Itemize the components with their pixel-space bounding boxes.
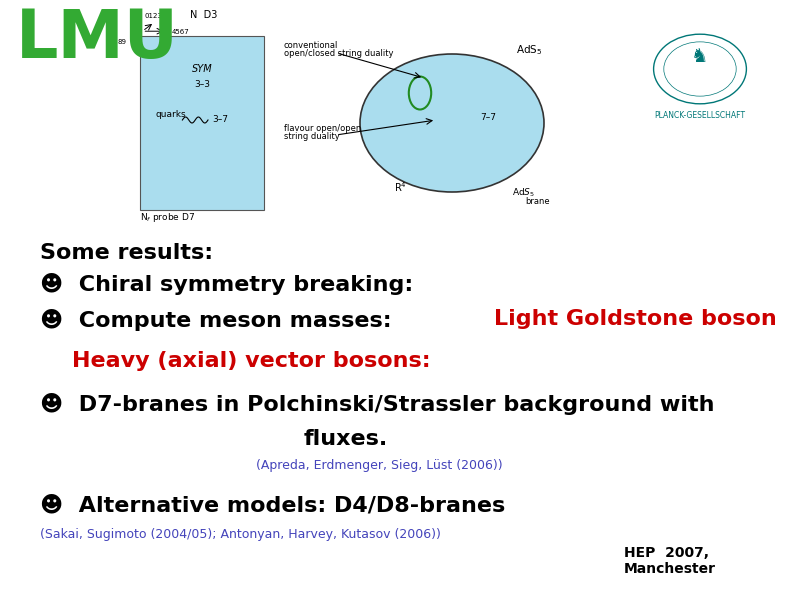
Text: 3–7: 3–7 [212, 115, 228, 124]
Text: (Apreda, Erdmenger, Sieg, Lüst (2006)): (Apreda, Erdmenger, Sieg, Lüst (2006)) [256, 459, 502, 472]
Text: 0123: 0123 [145, 13, 162, 19]
Text: open/closed string duality: open/closed string duality [284, 49, 394, 58]
Circle shape [360, 54, 544, 192]
Text: Heavy (axial) vector bosons:: Heavy (axial) vector bosons: [72, 351, 430, 371]
Text: SYM: SYM [192, 64, 213, 74]
Text: 89: 89 [118, 39, 126, 45]
Text: flavour open/open: flavour open/open [284, 124, 362, 133]
Text: R$^4$: R$^4$ [394, 180, 406, 194]
Text: N$_f$ probe D7: N$_f$ probe D7 [140, 211, 195, 224]
Text: ☻  D7-branes in Polchinski/Strassler background with: ☻ D7-branes in Polchinski/Strassler back… [40, 393, 714, 415]
Text: quarks: quarks [156, 110, 186, 119]
Text: 3–3: 3–3 [194, 80, 210, 89]
Text: ☻  Chiral symmetry breaking:: ☻ Chiral symmetry breaking: [40, 273, 414, 295]
Text: ☻  Compute meson masses:: ☻ Compute meson masses: [40, 309, 392, 331]
Text: 4567: 4567 [172, 29, 190, 35]
Text: LMU: LMU [16, 6, 179, 72]
Text: ♞: ♞ [691, 47, 709, 67]
Text: ☻  Alternative models: D4/D8-branes: ☻ Alternative models: D4/D8-branes [40, 495, 506, 515]
Text: Light Goldstone boson: Light Goldstone boson [494, 309, 777, 329]
FancyBboxPatch shape [140, 36, 264, 210]
Text: AdS$_5$: AdS$_5$ [516, 43, 542, 57]
Text: Ad$S_5$: Ad$S_5$ [512, 186, 535, 199]
Text: 7–7: 7–7 [480, 113, 496, 122]
Text: HEP  2007,
Manchester: HEP 2007, Manchester [624, 546, 716, 576]
Text: conventional: conventional [284, 41, 338, 50]
Text: brane: brane [525, 197, 550, 206]
Text: string duality: string duality [284, 132, 340, 141]
Text: (Sakai, Sugimoto (2004/05); Antonyan, Harvey, Kutasov (2006)): (Sakai, Sugimoto (2004/05); Antonyan, Ha… [40, 528, 441, 541]
Text: N  D3: N D3 [190, 10, 218, 20]
Text: fluxes.: fluxes. [304, 429, 388, 449]
Text: PLANCK-GESELLSCHAFT: PLANCK-GESELLSCHAFT [654, 111, 746, 120]
Text: Some results:: Some results: [40, 243, 213, 263]
